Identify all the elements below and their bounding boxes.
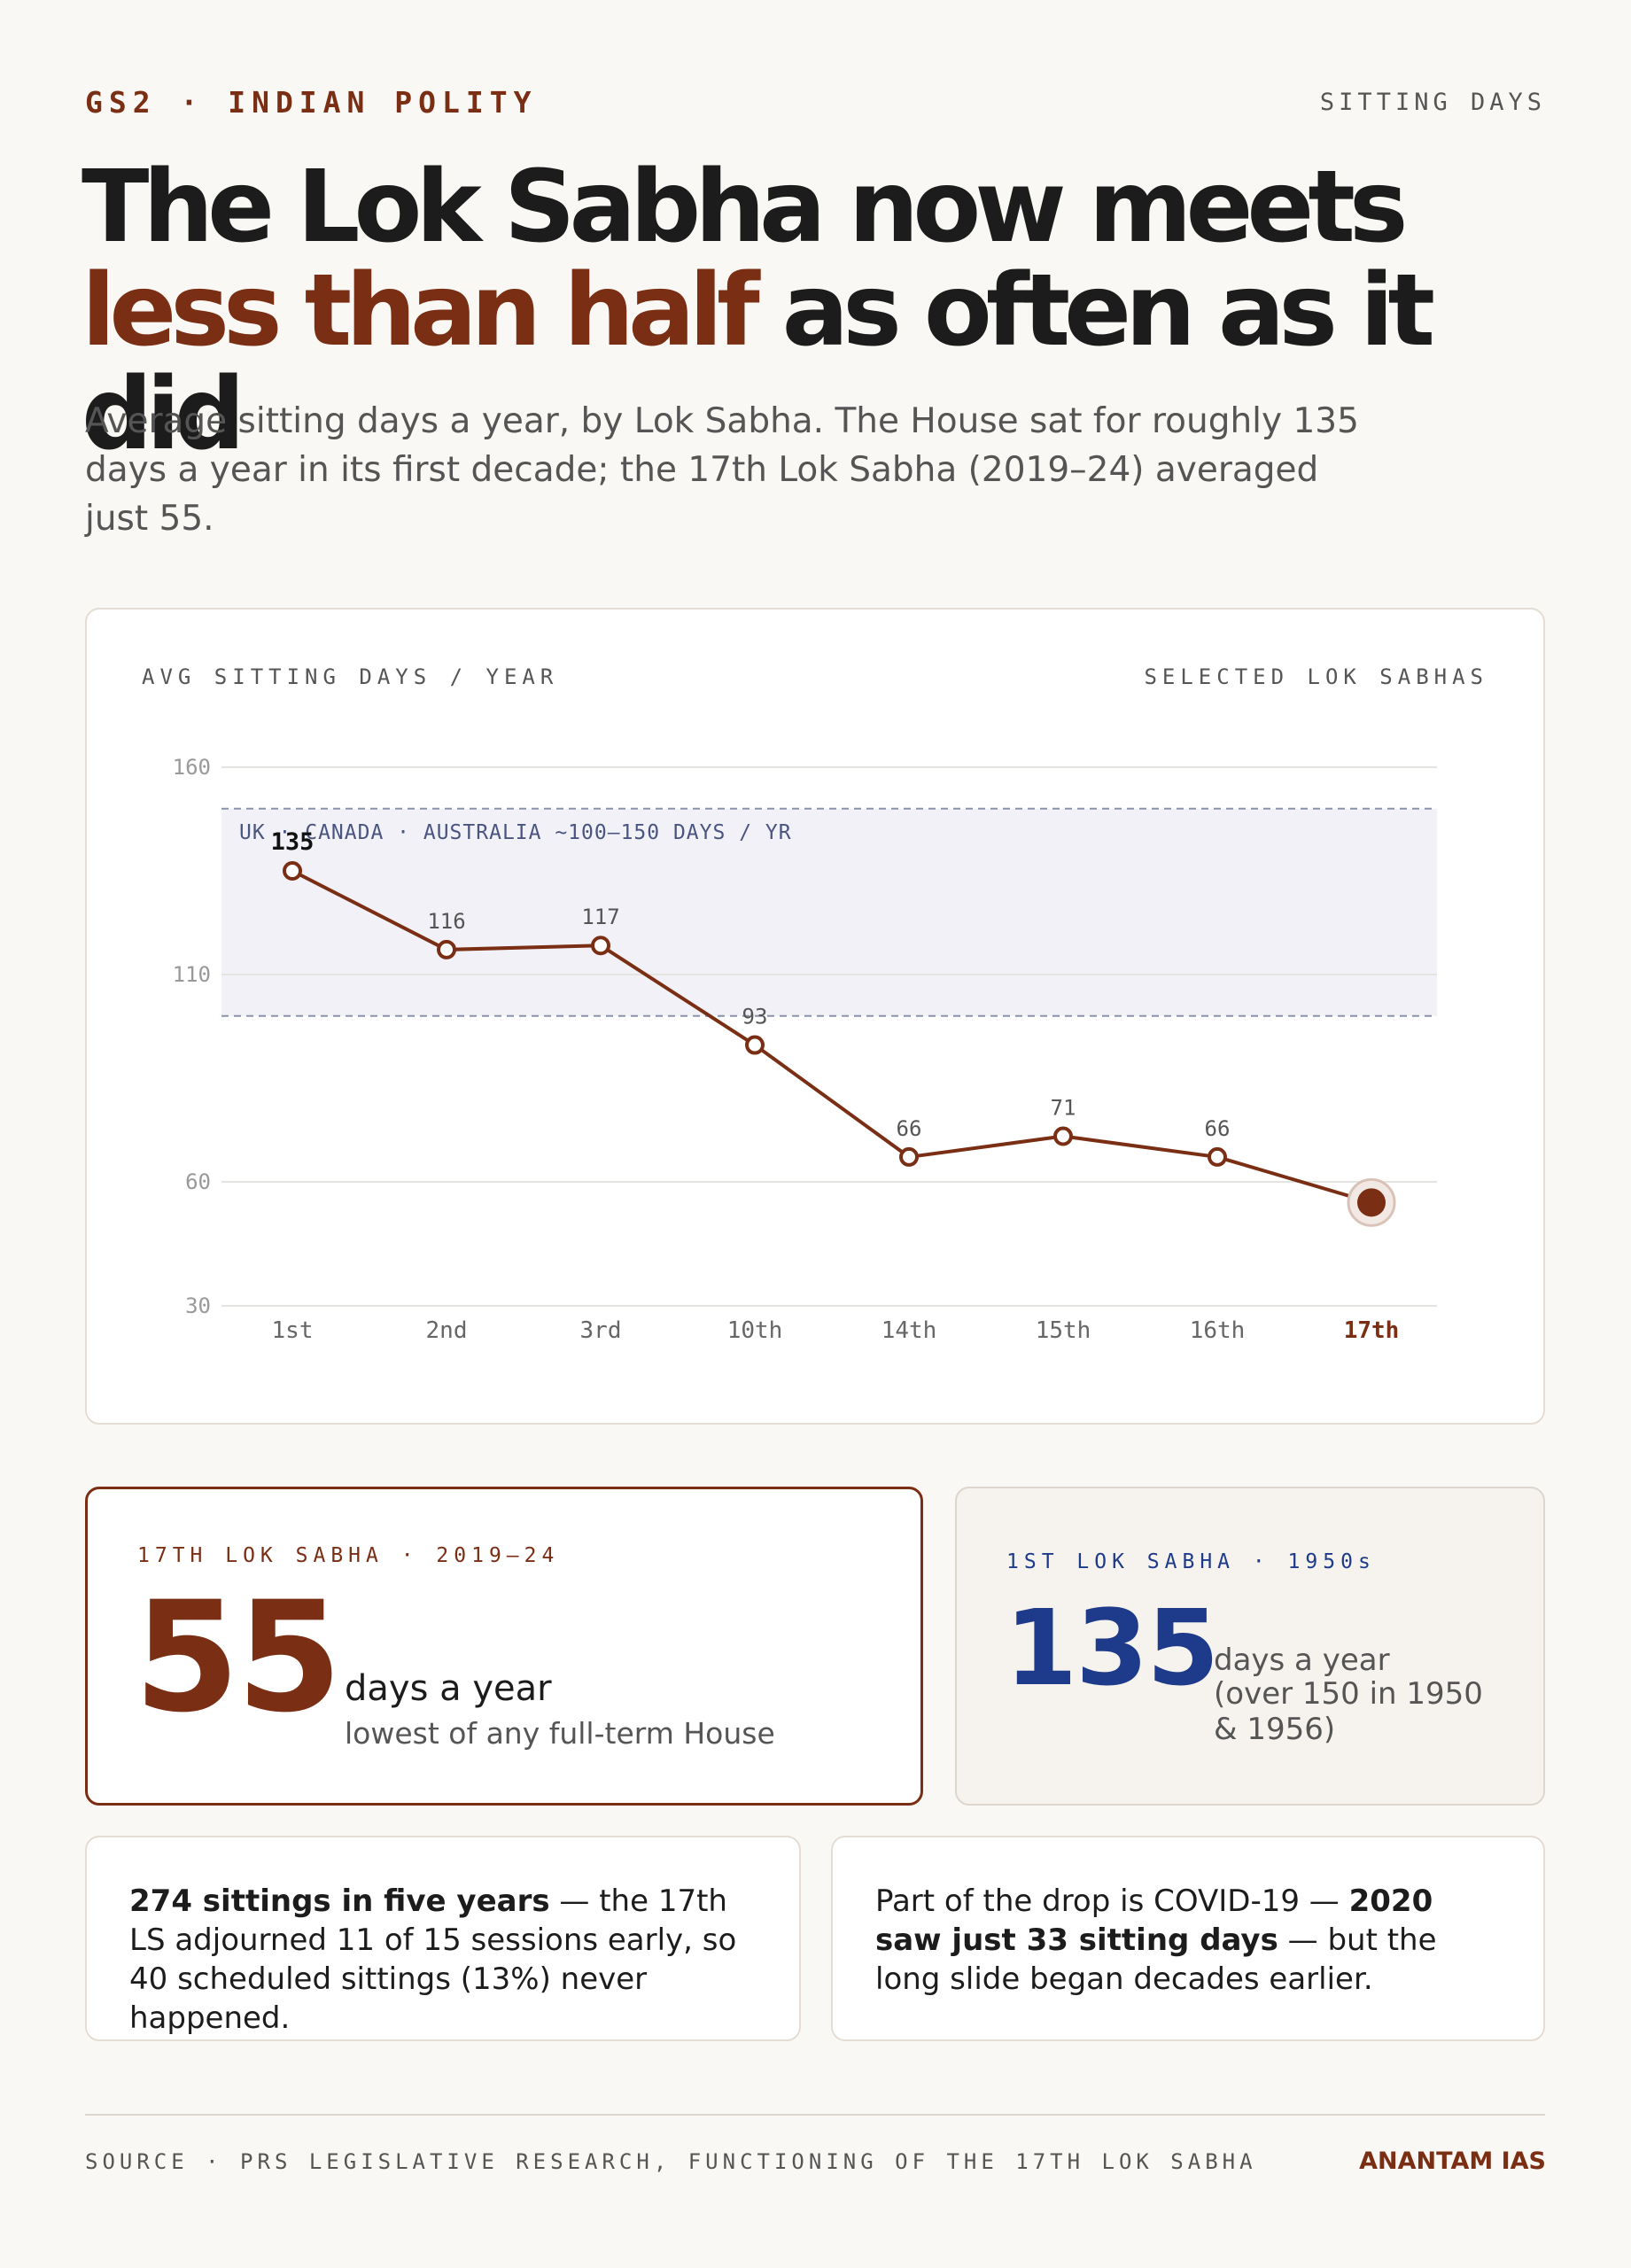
headline: The Lok Sabha now meets less than half a… (82, 156, 1570, 467)
x-tick-label: 14th (882, 1317, 937, 1344)
stat-note-17th: lowest of any full-term House (345, 1716, 775, 1751)
footer-divider (85, 2114, 1545, 2116)
line-chart: 30 60 110 160 UK · CANADA · AUSTRALIA ~100–1… (173, 755, 1437, 1344)
note-covid-text2: — but the long slide began decades earli… (875, 1922, 1437, 1997)
y-tick-label: 110 (173, 962, 211, 987)
data-label: 117 (581, 905, 619, 929)
chart-label-left: AVG SITTING DAYS / YEAR (142, 664, 559, 689)
x-tick-label: 15th (1036, 1317, 1091, 1344)
headline-accent: less than half (82, 253, 760, 369)
data-point (437, 939, 456, 959)
x-tick-label: 10th (727, 1317, 783, 1344)
x-tick-label: 1st (272, 1317, 314, 1344)
y-tick-label: 160 (173, 755, 211, 780)
data-label: 66 (897, 1116, 922, 1141)
stat-unit-17th: days a year (345, 1668, 552, 1709)
data-point (1053, 1126, 1073, 1146)
data-point (1208, 1146, 1227, 1167)
section-kicker: GS2 · INDIAN POLITY (85, 85, 538, 120)
data-label: 71 (1051, 1096, 1076, 1121)
brand-logo: ANANTAM IAS (1359, 2148, 1546, 2175)
series-line (291, 869, 1372, 1205)
data-label: 66 (1205, 1116, 1231, 1141)
x-tick-label: 17th (1344, 1317, 1400, 1344)
chart-card: AVG SITTING DAYS / YEAR SELECTED LOK SAB… (85, 608, 1545, 1425)
data-point (745, 1035, 765, 1055)
note-card-covid: Part of the drop is COVID-19 — 2020 saw … (831, 1836, 1545, 2041)
stat-card-17th: 17TH LOK SABHA · 2019–24 55 days a year … (85, 1487, 923, 1806)
data-point-highlight (1357, 1188, 1386, 1217)
data-point (283, 861, 302, 881)
x-tick-label: 16th (1190, 1317, 1246, 1344)
stat-unit-1st: days a year (1214, 1643, 1390, 1678)
headline-rest: as often as it did (82, 253, 1435, 472)
stat-card-1st: 1ST LOK SABHA · 1950s 135 days a year (o… (955, 1487, 1545, 1806)
stat-note-1st: (over 150 in 1950 & 1956) (1214, 1676, 1483, 1747)
subhead: Average sitting days a year, by Lok Sabh… (85, 401, 1359, 539)
note-sittings-bold: 274 sittings in five years (129, 1884, 550, 1919)
x-tick-label: 2nd (426, 1317, 468, 1344)
data-label: 116 (427, 909, 465, 934)
band-label: UK · CANADA · AUSTRALIA ~100–150 DAYS / … (239, 821, 792, 844)
note-covid-bold: 2020 saw just 33 sitting days (875, 1884, 1433, 1958)
data-label: 93 (742, 1005, 768, 1029)
data-label: 135 (271, 828, 315, 856)
y-tick-label: 30 (185, 1293, 211, 1318)
topic-label: SITTING DAYS (1319, 89, 1546, 116)
headline-line1: The Lok Sabha now meets (82, 150, 1409, 265)
data-point (899, 1146, 919, 1167)
y-tick-label: 60 (185, 1169, 211, 1194)
x-tick-label: 3rd (580, 1317, 622, 1344)
chart-label-right: SELECTED LOK SABHAS (1144, 664, 1488, 689)
note-card-sittings: 274 sittings in five years — the 17th LS… (85, 1836, 801, 2041)
stat-value-17th: 55 (134, 1568, 342, 1746)
stat-label-17th: 17TH LOK SABHA · 2019–24 (137, 1544, 560, 1567)
source-note: SOURCE · PRS LEGISLATIVE RESEARCH, FUNCT… (85, 2149, 1257, 2174)
note-sittings-text: — the 17th LS adjourned 11 of 15 session… (129, 1884, 737, 2036)
note-covid-text1: Part of the drop is COVID-19 — (875, 1884, 1349, 1919)
reference-band (221, 808, 1437, 1016)
stat-label-1st: 1ST LOK SABHA · 1950s (1006, 1550, 1376, 1573)
data-point (591, 936, 610, 956)
stat-value-1st: 135 (1005, 1587, 1219, 1709)
